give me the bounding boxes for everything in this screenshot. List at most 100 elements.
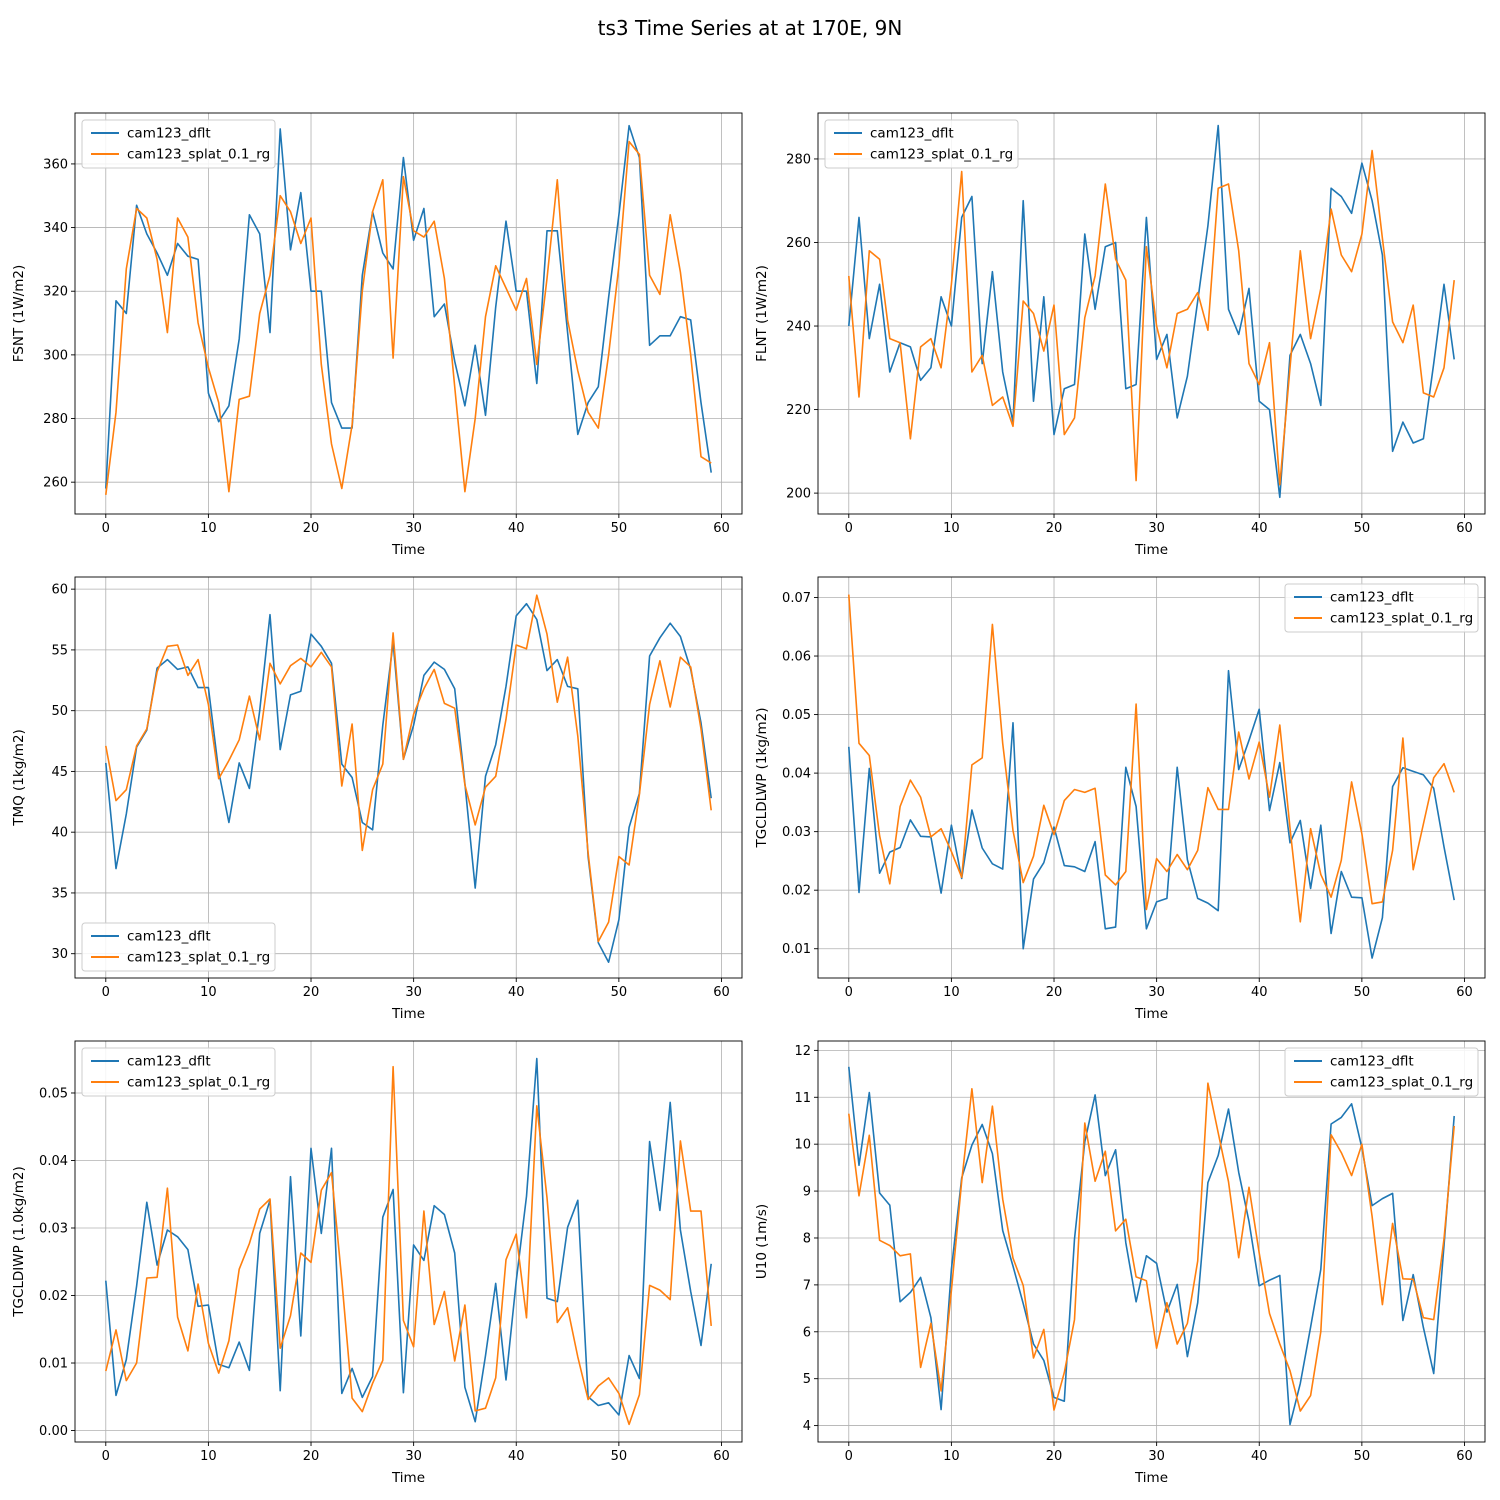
x-tick-label: 0 <box>845 521 853 536</box>
y-axis-label: TMQ (1kg/m2) <box>11 729 27 827</box>
x-tick-label: 60 <box>713 521 730 536</box>
series-line-cam123_splat_0.1_rg <box>105 1065 712 1426</box>
legend-label: cam123_dflt <box>127 929 211 945</box>
y-tick-label: 45 <box>51 765 68 780</box>
series-line-cam123_splat_0.1_rg <box>848 1082 1455 1412</box>
x-tick-label: 60 <box>1456 521 1473 536</box>
grid <box>75 577 742 978</box>
y-tick-label: 0.01 <box>39 1357 68 1372</box>
y-tick-label: 0.05 <box>39 1086 68 1101</box>
x-tick-label: 50 <box>1354 521 1371 536</box>
y-tick-label: 60 <box>51 583 68 598</box>
x-tick-label: 50 <box>1354 1449 1371 1464</box>
grid <box>75 1041 742 1442</box>
y-tick-label: 0.03 <box>782 825 811 840</box>
y-axis-label: TGCLDLWP (1kg/m2) <box>754 708 770 849</box>
series-line-cam123_splat_0.1_rg <box>848 594 1455 923</box>
y-tick-label: 300 <box>43 348 68 363</box>
legend-label: cam123_splat_0.1_rg <box>127 950 270 966</box>
series-line-cam123_dflt <box>105 602 712 964</box>
y-tick-label: 0.00 <box>39 1424 68 1439</box>
x-axis-label: Time <box>1134 542 1168 558</box>
axes-frame <box>74 112 743 515</box>
series-line-cam123_dflt <box>848 124 1455 499</box>
x-tick-label: 40 <box>508 1449 525 1464</box>
y-tick-label: 12 <box>794 1044 811 1059</box>
subplot-6: 0 10 20 30 40 50 60 4 5 6 7 8 9 10 11 12 Time U10 (1m/s) c… <box>754 1040 1486 1486</box>
x-tick-label: 40 <box>1251 521 1268 536</box>
x-tick-label: 0 <box>102 985 110 1000</box>
y-tick-label: 0.02 <box>782 884 811 899</box>
legend-label: cam123_splat_0.1_rg <box>127 147 270 163</box>
y-tick-label: 0.06 <box>782 650 811 665</box>
x-tick-label: 30 <box>405 1449 422 1464</box>
y-tick-label: 6 <box>803 1325 811 1340</box>
x-tick-label: 10 <box>943 1449 960 1464</box>
y-tick-label: 0.03 <box>39 1221 68 1236</box>
x-tick-label: 20 <box>303 521 320 536</box>
y-tick-label: 4 <box>803 1419 811 1434</box>
x-axis-label: Time <box>1134 1470 1168 1486</box>
x-axis-label: Time <box>391 542 425 558</box>
y-tick-label: 0.04 <box>782 767 811 782</box>
y-tick-label: 40 <box>51 826 68 841</box>
figure-title: ts3 Time Series at at 170E, 9N <box>597 16 903 40</box>
y-tick-label: 240 <box>786 320 811 335</box>
y-tick-label: 220 <box>786 403 811 418</box>
legend-box <box>81 1047 276 1097</box>
legend-label: cam123_dflt <box>127 126 211 142</box>
y-tick-label: 5 <box>803 1372 811 1387</box>
x-tick-label: 50 <box>611 985 628 1000</box>
y-tick-label: 8 <box>803 1231 811 1246</box>
x-tick-label: 30 <box>405 985 422 1000</box>
grid <box>818 1041 1485 1442</box>
x-tick-label: 40 <box>508 521 525 536</box>
series-line-cam123_dflt <box>105 124 712 489</box>
axes-frame <box>817 112 1486 515</box>
legend: cam123_dflt cam123_splat_0.1_rg <box>81 119 276 169</box>
legend-label: cam123_dflt <box>870 126 954 142</box>
legend-box <box>1284 1047 1479 1097</box>
y-axis-label: FSNT (1W/m2) <box>11 265 27 363</box>
y-tick-label: 11 <box>794 1091 811 1106</box>
legend: cam123_dflt cam123_splat_0.1_rg <box>81 1047 276 1097</box>
y-tick-label: 0.02 <box>39 1289 68 1304</box>
x-tick-label: 60 <box>1456 985 1473 1000</box>
y-tick-label: 0.07 <box>782 591 811 606</box>
x-tick-label: 40 <box>1251 985 1268 1000</box>
y-tick-label: 280 <box>43 412 68 427</box>
legend-box <box>81 119 276 169</box>
y-tick-label: 35 <box>51 886 68 901</box>
y-tick-label: 340 <box>43 221 68 236</box>
x-tick-label: 10 <box>943 521 960 536</box>
x-tick-label: 10 <box>200 521 217 536</box>
series-line-cam123_splat_0.1_rg <box>105 594 712 943</box>
legend-label: cam123_splat_0.1_rg <box>127 1075 270 1091</box>
x-tick-label: 30 <box>405 521 422 536</box>
legend-label: cam123_splat_0.1_rg <box>1330 1075 1473 1091</box>
x-tick-label: 50 <box>1354 985 1371 1000</box>
legend-label: cam123_dflt <box>1330 1054 1414 1070</box>
x-tick-label: 0 <box>845 985 853 1000</box>
x-tick-label: 0 <box>102 1449 110 1464</box>
x-tick-label: 60 <box>713 1449 730 1464</box>
subplot-3: 0 10 20 30 40 50 60 30 35 40 45 50 55 60 Time TMQ (1kg/… <box>11 576 743 1022</box>
y-axis-label: TGCLDIWP (1.0kg/m2) <box>11 1166 27 1318</box>
x-tick-label: 10 <box>943 985 960 1000</box>
subplot-4: 0 10 20 30 40 50 60 0.01 0.02 0.03 0.04 0.05 0.06 0.0… <box>754 576 1486 1022</box>
legend-label: cam123_dflt <box>127 1054 211 1070</box>
y-tick-label: 0.01 <box>782 942 811 957</box>
x-axis-label: Time <box>391 1470 425 1486</box>
y-tick-label: 280 <box>786 152 811 167</box>
x-tick-label: 10 <box>200 1449 217 1464</box>
x-tick-label: 30 <box>1148 985 1165 1000</box>
y-tick-label: 9 <box>803 1185 811 1200</box>
axes-frame <box>817 576 1486 979</box>
y-tick-label: 10 <box>794 1138 811 1153</box>
y-tick-label: 30 <box>51 947 68 962</box>
legend-box <box>1284 583 1479 633</box>
x-tick-label: 0 <box>845 1449 853 1464</box>
x-tick-label: 30 <box>1148 521 1165 536</box>
x-tick-label: 0 <box>102 521 110 536</box>
y-tick-label: 360 <box>43 157 68 172</box>
